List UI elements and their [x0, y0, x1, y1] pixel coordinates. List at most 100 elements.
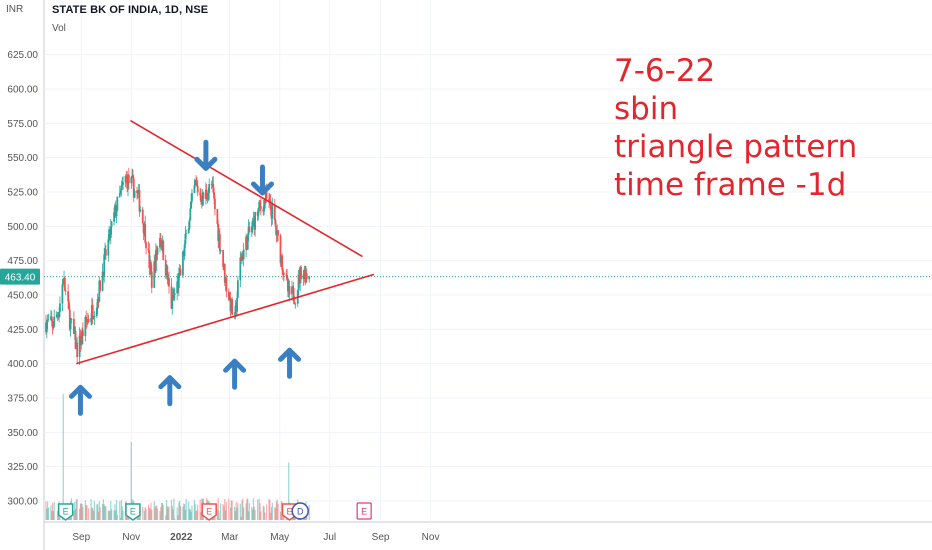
candle-body — [159, 237, 162, 242]
volume-bar — [130, 441, 132, 520]
candle-body — [115, 210, 118, 216]
candle-body — [195, 180, 197, 184]
candle-body — [67, 291, 70, 302]
candle-body — [291, 286, 293, 295]
volume-bar — [86, 505, 88, 520]
candle-body — [294, 303, 297, 305]
volume-bar — [183, 503, 185, 520]
volume-bar — [251, 507, 253, 520]
candle-body — [59, 303, 61, 312]
candle-body — [139, 209, 142, 212]
volume-bar — [166, 506, 168, 520]
volume-bar — [185, 498, 187, 520]
candle-body — [95, 307, 98, 317]
candle-body — [281, 255, 284, 270]
candle-body — [53, 316, 56, 328]
volume-bar — [108, 511, 110, 520]
volume-bar — [270, 512, 272, 520]
candle-body — [218, 234, 221, 252]
candle-body — [85, 316, 88, 322]
support-trendline — [76, 273, 375, 365]
candle-body — [103, 254, 106, 277]
y-tick-label: 450.00 — [7, 291, 38, 302]
volume-bar — [224, 498, 226, 520]
candle-body — [257, 208, 260, 216]
candle-body — [287, 279, 289, 292]
candle-body — [250, 226, 253, 233]
earnings-badge[interactable]: E — [57, 503, 74, 521]
candle-body — [236, 297, 238, 312]
volume-bar — [161, 503, 164, 520]
volume-bar — [153, 501, 155, 520]
volume-bar — [165, 515, 167, 520]
candle-body — [144, 223, 147, 243]
volume-bar — [275, 501, 278, 520]
volume-bar — [176, 507, 178, 520]
candle-body — [265, 190, 268, 199]
volume-bar — [97, 511, 100, 520]
volume-bar — [62, 393, 64, 520]
dividend-badge[interactable]: D — [291, 502, 309, 520]
candle-body — [141, 209, 144, 224]
volume-bar — [121, 506, 123, 520]
candle-body — [46, 319, 49, 323]
volume-bar — [142, 507, 144, 520]
volume-bar — [258, 498, 260, 520]
volume-bar — [90, 499, 92, 520]
arrow-up-icon — [158, 375, 182, 407]
volume-bar — [151, 509, 153, 520]
volume-bar — [113, 510, 115, 520]
volume-bar — [256, 499, 259, 520]
volume-bar — [82, 506, 84, 520]
x-tick-label: Sep — [372, 532, 390, 543]
candle-body — [50, 316, 53, 322]
candle-body — [133, 190, 136, 198]
volume-bar — [101, 503, 104, 520]
y-tick-label: 525.00 — [7, 188, 38, 199]
candle-body — [76, 342, 79, 358]
volume-bar — [96, 504, 98, 520]
volume-indicator-label[interactable]: Vol — [52, 23, 66, 34]
volume-bar — [74, 508, 77, 520]
volume-bar — [92, 510, 95, 520]
candle-body — [171, 295, 174, 309]
candle-body — [216, 209, 219, 225]
volume-bar — [268, 498, 270, 520]
earnings-badge[interactable]: E — [125, 503, 141, 521]
earnings-badge[interactable]: E — [356, 502, 372, 520]
volume-bar — [92, 508, 94, 520]
volume-bar — [188, 508, 191, 520]
volume-bar — [50, 505, 52, 520]
arrow-up-icon — [68, 384, 92, 416]
volume-bar — [218, 510, 220, 520]
volume-bar — [222, 503, 224, 520]
volume-bar — [189, 509, 191, 520]
candle-body — [92, 317, 95, 319]
candle-body — [138, 189, 141, 212]
volume-bar — [280, 501, 282, 520]
volume-bar — [91, 507, 93, 520]
volume-bar — [279, 511, 282, 520]
candle-body — [282, 269, 284, 273]
volume-bar — [245, 503, 247, 520]
y-tick-label: 325.00 — [7, 462, 38, 473]
candle-body — [182, 251, 184, 276]
candle-body — [78, 335, 81, 358]
volume-bar — [277, 503, 279, 520]
volume-bar — [93, 500, 95, 520]
candle-body — [84, 316, 87, 337]
x-tick-label: 2022 — [170, 532, 193, 543]
volume-bar — [223, 506, 225, 520]
candle-body — [72, 318, 75, 334]
candle-body — [273, 204, 276, 221]
volume-bar — [147, 504, 150, 520]
volume-bar — [104, 506, 106, 520]
volume-bar — [174, 518, 176, 520]
candle-body — [308, 276, 311, 280]
volume-bar — [115, 499, 118, 520]
volume-bar — [99, 507, 101, 520]
symbol-title[interactable]: STATE BK OF INDIA, 1D, NSE — [52, 4, 209, 16]
volume-bar — [79, 503, 82, 520]
earnings-badge[interactable]: E — [201, 503, 217, 521]
